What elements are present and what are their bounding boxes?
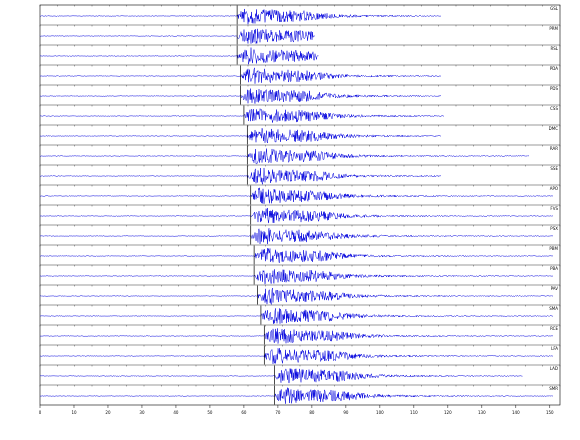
waveform [39, 228, 554, 245]
station-label: APO [550, 186, 558, 191]
x-tick-label: 70 [275, 410, 281, 415]
waveform [39, 248, 554, 264]
waveform [39, 47, 319, 65]
waveform [39, 148, 530, 165]
station-label: CSS [550, 106, 558, 111]
x-tick-label: 80 [309, 410, 315, 415]
station-label: PBM [549, 246, 558, 251]
x-tick-label: 120 [444, 410, 452, 415]
waveform [39, 348, 554, 364]
station-label: PBA [550, 266, 558, 271]
x-tick-label: 40 [173, 410, 179, 415]
waveform [39, 8, 442, 25]
station-label: LFA [551, 346, 558, 351]
station-label: LAD [550, 366, 558, 371]
x-tick-label: 140 [512, 410, 520, 415]
x-tick-label: 0 [39, 410, 42, 415]
x-tick-label: 150 [546, 410, 554, 415]
x-tick-label: 110 [410, 410, 418, 415]
station-label: FVS [550, 206, 558, 211]
x-tick-label: 90 [343, 410, 349, 415]
station-label: SMR [549, 386, 558, 391]
station-label: PRM [549, 26, 558, 31]
station-label: PDA [550, 66, 558, 71]
x-tick-label: 100 [376, 410, 384, 415]
x-tick-label: 20 [105, 410, 111, 415]
station-label: SSE [550, 166, 558, 171]
waveform [39, 28, 316, 44]
waveform [39, 108, 445, 123]
waveform [39, 167, 442, 185]
station-label: GSL [550, 6, 559, 11]
x-tick-label: 50 [207, 410, 213, 415]
x-tick-label: 130 [478, 410, 486, 415]
waveform [39, 387, 554, 404]
waveform [39, 127, 442, 144]
station-label: RAR [550, 146, 558, 151]
waveform [39, 368, 523, 384]
waveform [39, 207, 554, 224]
station-label: DMC [549, 126, 559, 131]
waveform [39, 328, 554, 344]
waveform [39, 187, 554, 204]
station-label: PSX [550, 226, 558, 231]
station-label: PAV [551, 286, 559, 291]
station-label: RCE [550, 326, 558, 331]
waveform [39, 308, 554, 324]
x-tick-label: 60 [241, 410, 247, 415]
station-label: RSL [550, 46, 558, 51]
waveform [39, 269, 554, 285]
station-label: PDS [550, 86, 558, 91]
waveform [39, 287, 554, 305]
x-tick-label: 10 [71, 410, 77, 415]
station-label: SMA [549, 306, 558, 311]
x-tick-label: 30 [139, 410, 145, 415]
